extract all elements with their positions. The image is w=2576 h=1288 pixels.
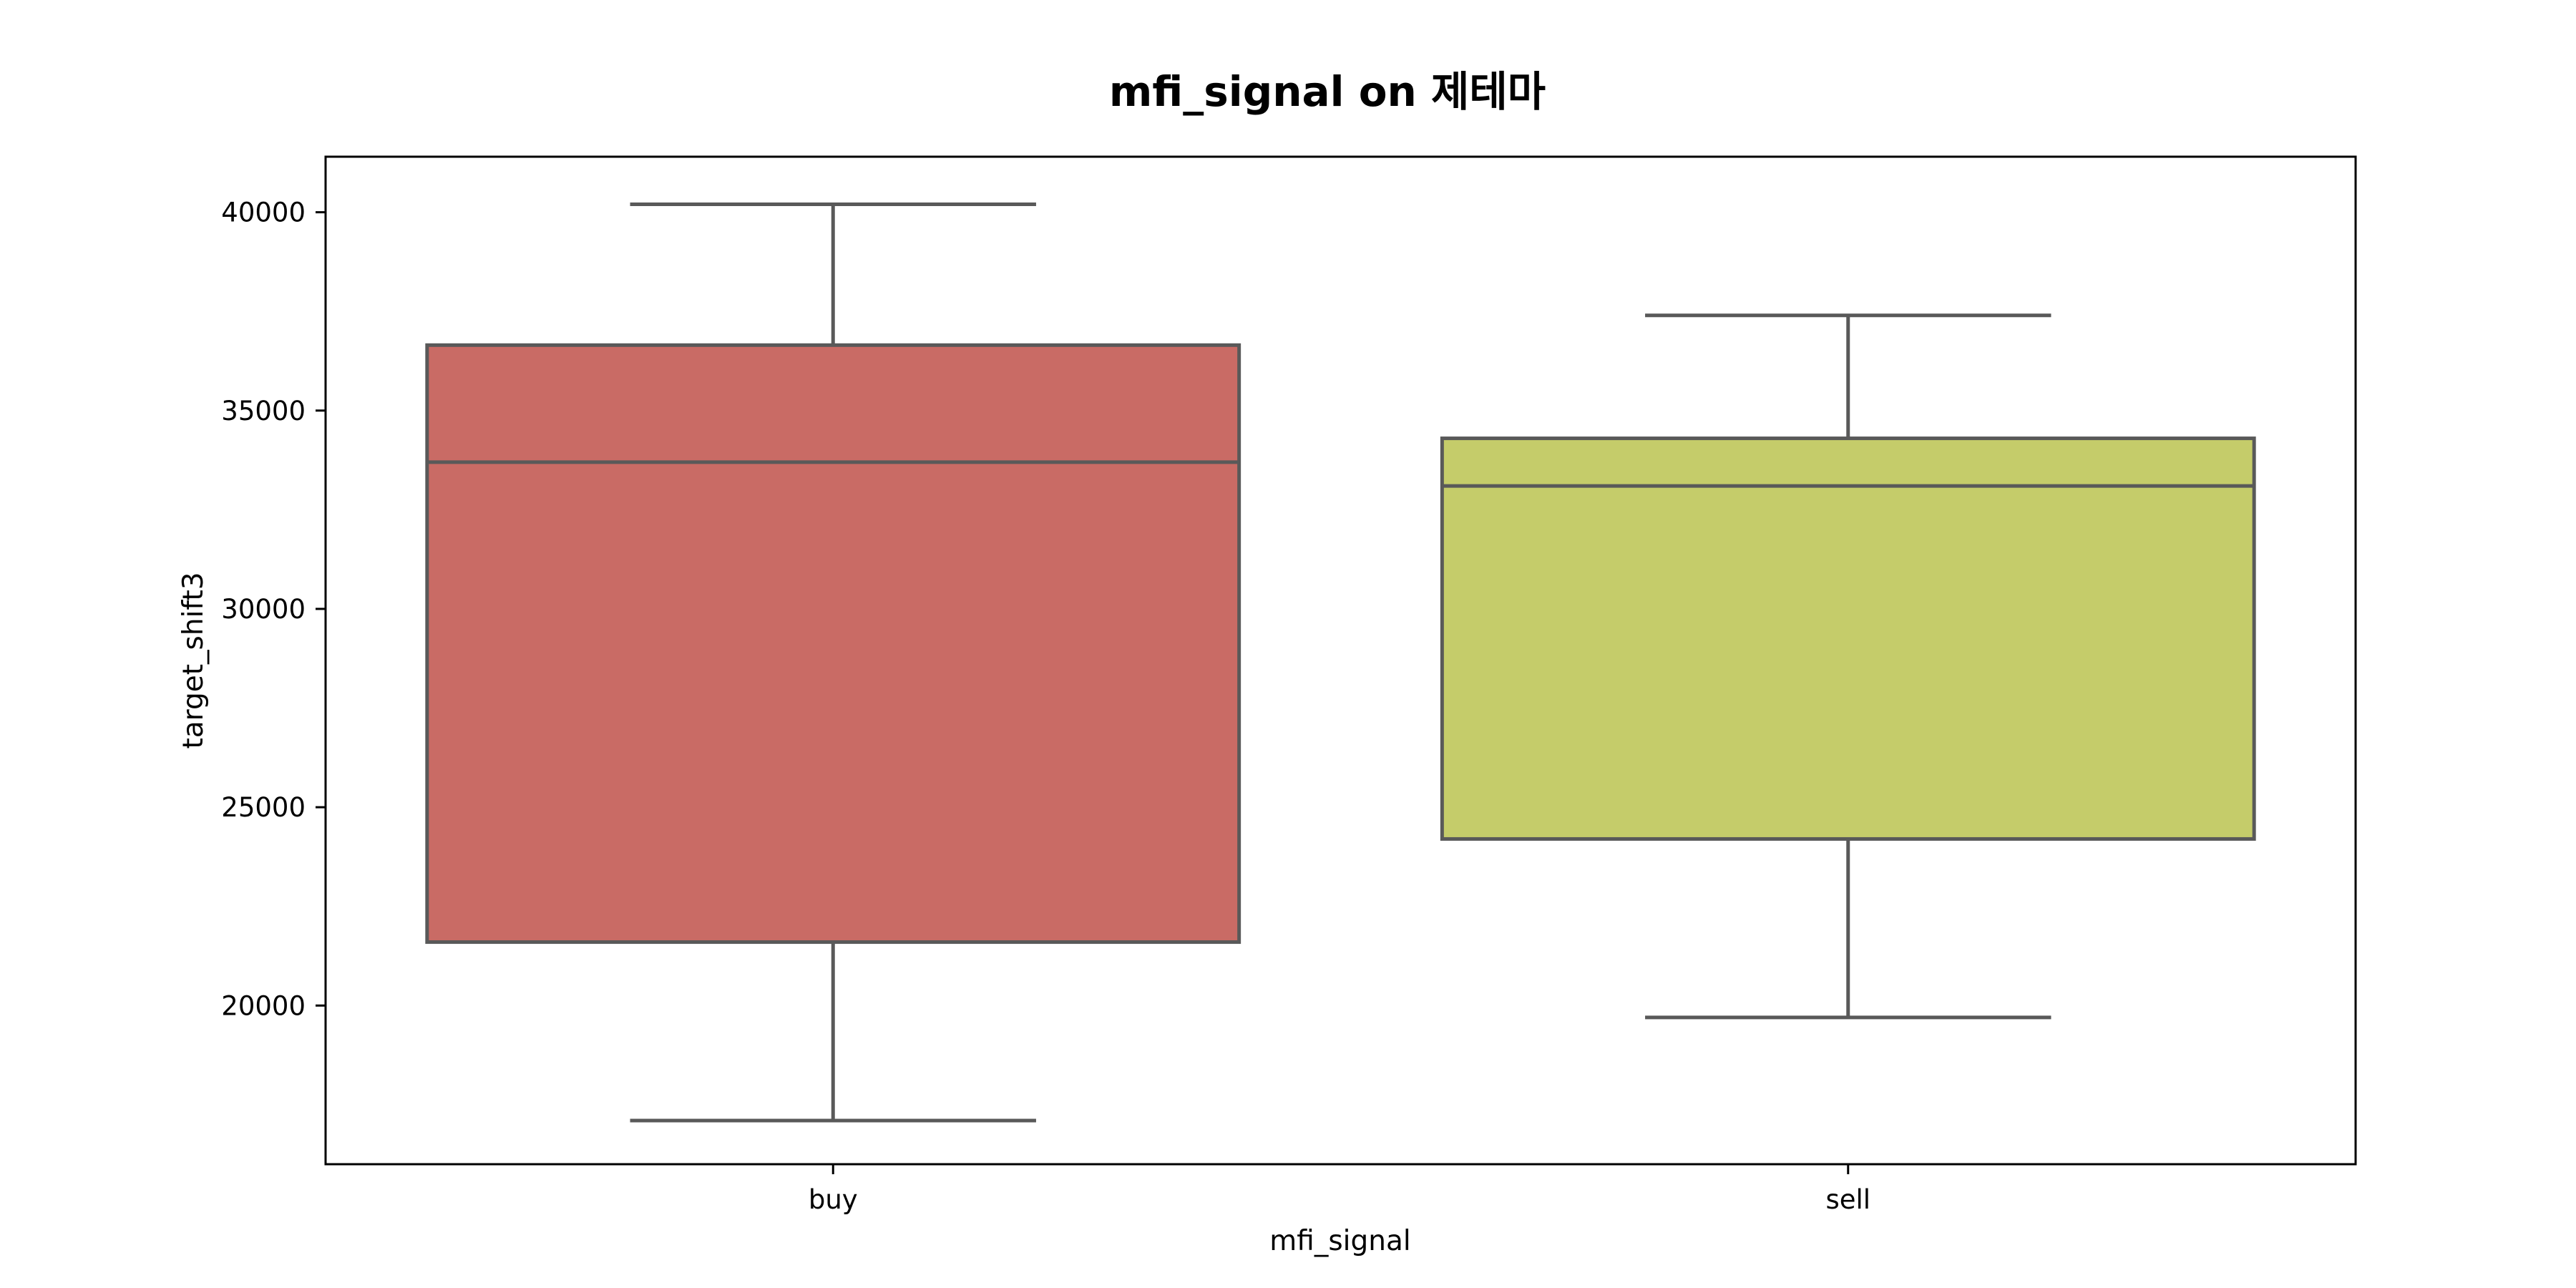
x-axis-label: mfi_signal xyxy=(1269,1225,1410,1257)
y-axis-label: target_shift3 xyxy=(177,572,210,748)
y-axis: 20000 25000 30000 35000 40000 xyxy=(221,197,326,1021)
chart-title: mfi_signal on 제테마 xyxy=(1109,67,1546,116)
iqr-box xyxy=(425,343,1241,945)
x-tick-label-sell: sell xyxy=(1825,1184,1870,1215)
iqr-box xyxy=(1440,436,2256,841)
y-tick-label: 25000 xyxy=(221,792,306,823)
boxes-layer xyxy=(425,203,2256,1123)
y-tick-label: 40000 xyxy=(221,197,306,228)
box-sell xyxy=(1440,313,2256,1020)
box-buy xyxy=(425,203,1241,1123)
y-tick-label: 20000 xyxy=(221,990,306,1021)
x-tick-label-buy: buy xyxy=(809,1184,858,1215)
plot-frame xyxy=(324,155,2357,1166)
x-axis: buy sell xyxy=(809,1164,1870,1215)
y-tick-label: 35000 xyxy=(221,396,306,426)
y-tick-label: 30000 xyxy=(221,594,306,625)
